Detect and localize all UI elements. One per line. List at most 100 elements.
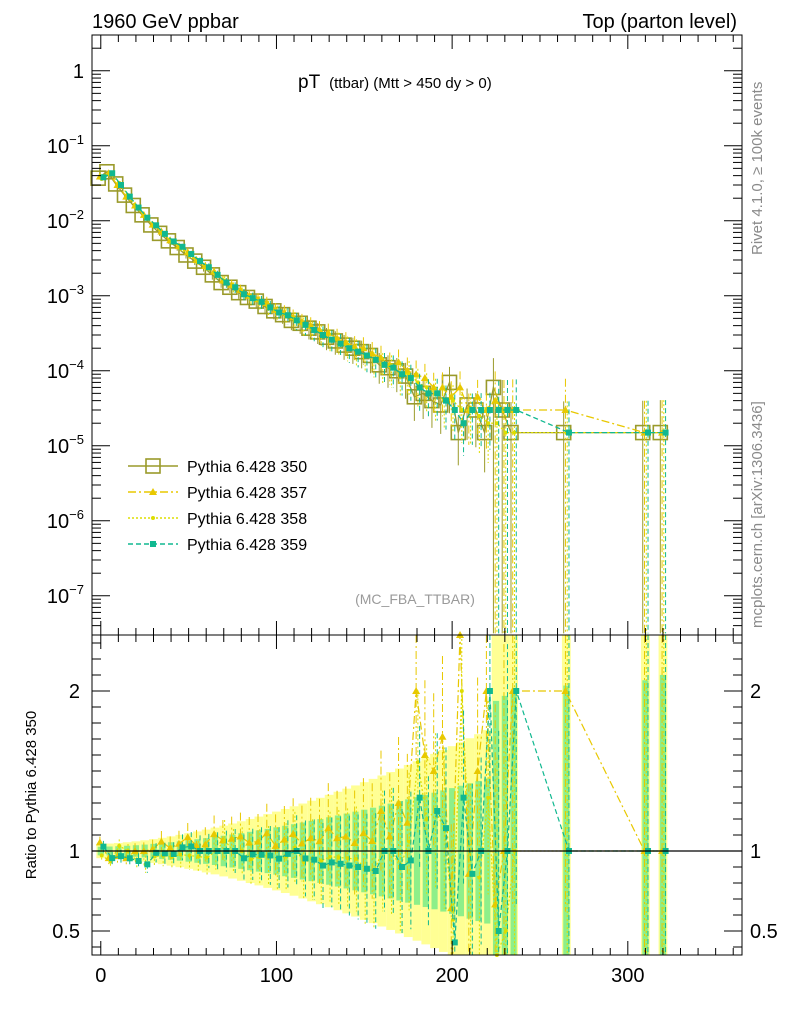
ratio-point (513, 688, 520, 694)
data-point (424, 385, 429, 390)
legend-marker (151, 516, 155, 520)
ratio-band-green (563, 685, 570, 955)
data-point (469, 407, 476, 413)
ratio-point (236, 832, 245, 840)
data-point (232, 284, 239, 291)
x-tick-label: 0 (95, 965, 106, 987)
ratio-point (451, 939, 458, 946)
ratio-point (267, 852, 274, 859)
data-point (486, 421, 491, 426)
data-point (486, 407, 493, 413)
ratio-point (170, 850, 177, 857)
ratio-y-tick-label: 1 (69, 841, 80, 863)
ratio-ylabel: Ratio to Pythia 6.428 350 (23, 711, 40, 879)
legend-marker (150, 541, 156, 547)
ratio-point (179, 844, 186, 851)
data-point (451, 407, 458, 413)
data-point (161, 230, 168, 237)
ratio-point (336, 855, 341, 860)
data-point (320, 332, 327, 338)
data-point (645, 429, 652, 436)
data-point (478, 407, 485, 413)
ratio-point (289, 829, 298, 837)
ratio-band-green (659, 674, 667, 955)
data-point (441, 374, 458, 391)
ratio-point (161, 850, 168, 857)
ratio-point (460, 794, 467, 801)
data-point (415, 380, 420, 385)
ratio-point (459, 689, 464, 693)
axes-layer: 0 100 200 300 10−7 10−6 10−5 10−4 10−3 10−2 10−1 1 0… (47, 34, 778, 987)
ratio-point (227, 834, 236, 842)
ratio-point (258, 851, 265, 858)
ratio-point (477, 875, 482, 880)
data-point (495, 407, 502, 413)
data-point (456, 383, 465, 391)
legend-entry-1: Pythia 6.428 357 (128, 485, 307, 502)
legend-marker (149, 488, 157, 495)
data-point (100, 174, 107, 181)
ratio-point (345, 856, 350, 861)
ratio-point (434, 808, 441, 814)
legend-marker (145, 458, 161, 474)
ratio-point (415, 760, 420, 765)
ratio-point (248, 857, 253, 862)
ratio-band-green (492, 700, 500, 955)
series-layer (90, 163, 669, 957)
data-point (240, 291, 247, 298)
y-tick-label: 10−5 (47, 432, 84, 458)
y-tick-label: 10−7 (47, 582, 84, 608)
data-point (353, 343, 370, 360)
ratio-point (473, 767, 482, 774)
data-point (512, 430, 517, 435)
series-line-top (97, 170, 661, 435)
data-point (485, 379, 502, 396)
ratio-point (306, 834, 315, 842)
data-point (416, 384, 423, 391)
series-line-top (101, 173, 664, 434)
legend-label: Pythia 6.428 357 (187, 485, 307, 502)
data-point (662, 429, 669, 436)
data-point (504, 407, 511, 413)
data-point (494, 421, 499, 426)
ratio-point (135, 858, 142, 864)
plot-title-sub: (ttbar) (Mtt > 450 dy > 0) (329, 75, 492, 92)
ratio-point (394, 799, 403, 806)
data-point (355, 348, 362, 355)
series-3 (100, 170, 669, 955)
ratio-point (354, 857, 359, 861)
ratio-point (196, 854, 201, 859)
legend-label: Pythia 6.428 359 (187, 537, 307, 554)
ratio-point (429, 767, 438, 774)
ratio-y-tick-label: 0.5 (52, 921, 80, 943)
data-point (460, 420, 467, 427)
ratio-point (420, 751, 429, 758)
legend-entry-3: Pythia 6.428 359 (128, 537, 307, 554)
ratio-point (328, 854, 333, 859)
data-point (346, 345, 353, 352)
legend-label: Pythia 6.428 358 (187, 511, 307, 528)
header-right: Top (parton level) (582, 11, 737, 33)
data-point (262, 299, 271, 307)
data-point (205, 264, 212, 271)
data-point (438, 383, 447, 391)
ratio-point (469, 870, 476, 877)
data-point (451, 398, 456, 403)
ratio-point (153, 849, 160, 856)
ratio-point (95, 838, 104, 846)
data-point (477, 413, 482, 418)
ratio-point (328, 859, 335, 866)
data-point (214, 271, 221, 278)
ratio-point (117, 853, 124, 860)
data-point (406, 388, 423, 405)
ratio-point (249, 851, 256, 858)
ratio-point (205, 855, 210, 860)
data-point (179, 243, 186, 250)
plot-title-main: pT (298, 72, 321, 93)
legend: Pythia 6.428 350 Pythia 6.428 357 Pythia 6… (128, 458, 307, 554)
ratio-point (337, 860, 344, 867)
ratio-band-green (510, 690, 517, 955)
data-point (276, 309, 283, 316)
data-point (341, 338, 350, 346)
series-line-top (103, 172, 666, 434)
